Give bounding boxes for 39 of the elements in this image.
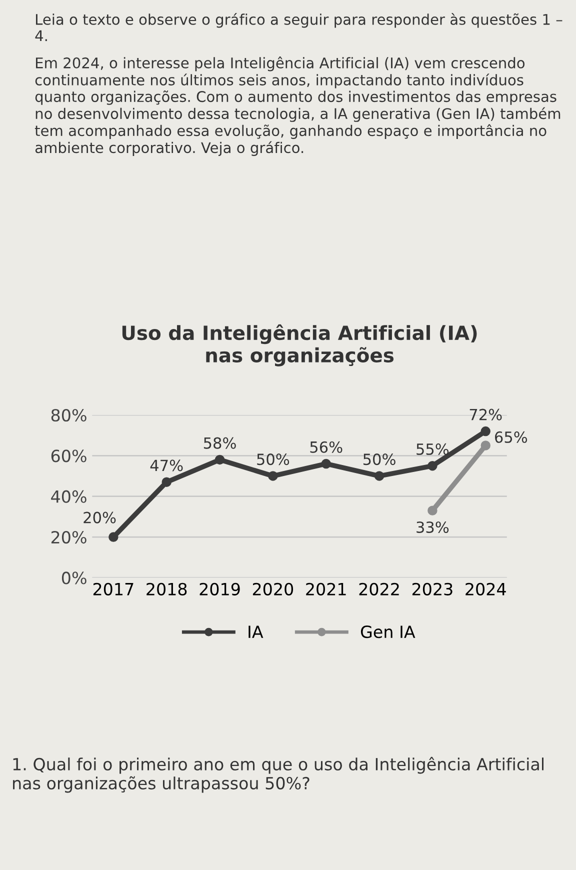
x-tick-label: 2023 <box>412 582 452 596</box>
point <box>108 532 118 542</box>
point <box>428 460 438 471</box>
y-tick-label: 80% <box>51 408 86 422</box>
data-label: 20% <box>84 512 116 524</box>
y-tick-label: 40% <box>51 490 86 503</box>
point <box>321 458 331 469</box>
x-tick-label: 2022 <box>359 582 399 596</box>
data-label: 50% <box>363 454 396 466</box>
data-label: 56% <box>310 441 342 453</box>
point <box>214 454 225 465</box>
point <box>374 471 384 481</box>
y-tick-label: 60% <box>51 450 86 462</box>
text: Em 2024, o interesse pela Inteligência Artificial (IA) vem crescendo continuamente nos últimos seis anos, impactando tanto indivíduos quanto organizações. Com o aumento dos investimentos das empresas no desenvolvimento dessa tecnologia, a IA generativa (Gen IA) também tem acompanhado essa evolução, ganhando espaço e importância no ambiente corporativo. Veja o gráfico. <box>34 56 560 156</box>
data-label: 33% <box>416 521 449 534</box>
chart-title: Uso da Inteligência Artificial (IA) nas organizações <box>122 324 477 366</box>
data-label: 47% <box>150 460 183 472</box>
y-tick-label: 20% <box>51 530 86 544</box>
x-tick-label: 2017 <box>93 582 134 596</box>
point <box>268 471 278 481</box>
data-label: 65% <box>495 431 528 443</box>
point <box>428 506 438 516</box>
x-tick-label: 2024 <box>466 582 506 596</box>
text: 1. Qual foi o primeiro ano em que o uso da Inteligência Artificial nas organizações ultrapassou 50%? <box>13 756 544 793</box>
x-tick-label: 2019 <box>200 582 240 596</box>
data-label: 50% <box>257 454 290 466</box>
data-label: 55% <box>416 443 449 455</box>
point <box>480 440 490 450</box>
text: Leia o texto e observe o gráfico a seguir para responder às questões 1 – 4. <box>35 13 562 42</box>
x-tick-label: 2018 <box>146 582 187 596</box>
data-label: 58% <box>204 437 236 449</box>
x-tick-label: 2021 <box>306 582 346 596</box>
data-label: 72% <box>470 408 502 420</box>
legend-label: IA <box>248 626 264 638</box>
y-tick-label: 0% <box>62 572 86 584</box>
x-tick-label: 2020 <box>252 582 294 596</box>
point <box>480 426 490 436</box>
point <box>162 477 172 487</box>
legend-label: Gen IA <box>360 626 416 638</box>
